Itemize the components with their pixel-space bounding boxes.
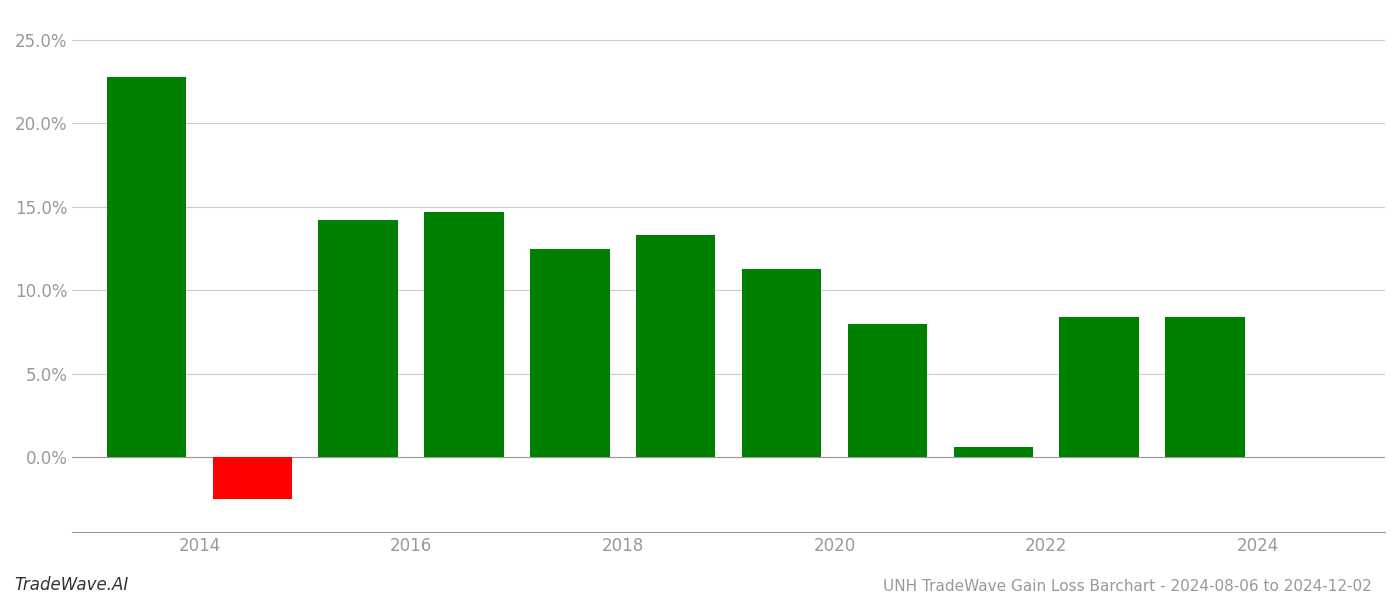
- Bar: [1060, 317, 1138, 457]
- Text: TradeWave.AI: TradeWave.AI: [14, 576, 129, 594]
- Bar: [213, 457, 293, 499]
- Bar: [318, 220, 398, 457]
- Text: UNH TradeWave Gain Loss Barchart - 2024-08-06 to 2024-12-02: UNH TradeWave Gain Loss Barchart - 2024-…: [883, 579, 1372, 594]
- Bar: [742, 269, 822, 457]
- Bar: [848, 323, 927, 457]
- Bar: [953, 447, 1033, 457]
- Bar: [1165, 317, 1245, 457]
- Bar: [636, 235, 715, 457]
- Bar: [106, 77, 186, 457]
- Bar: [531, 248, 609, 457]
- Bar: [424, 212, 504, 457]
